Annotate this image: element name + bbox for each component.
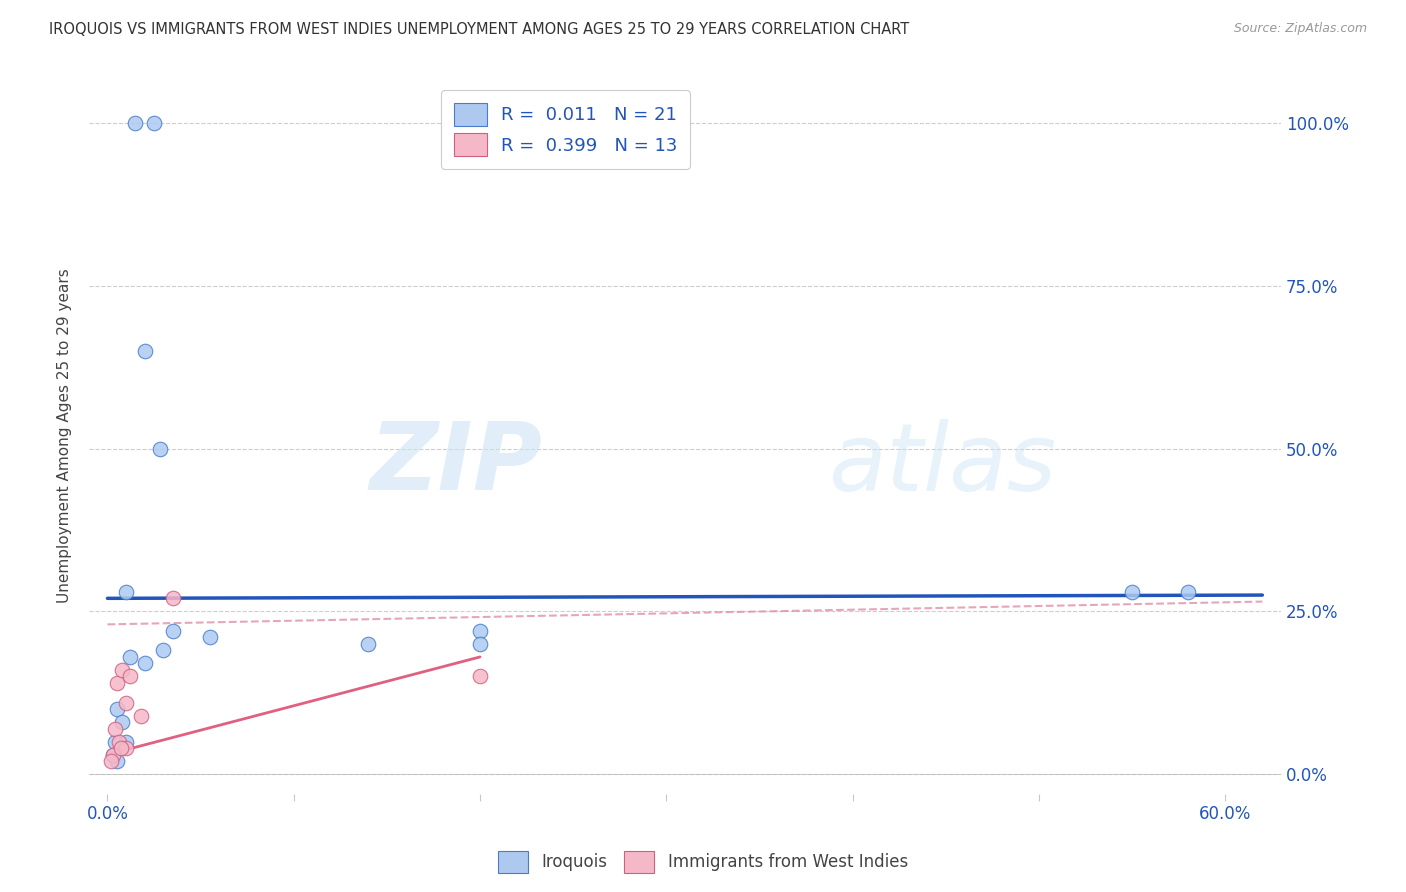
- Point: [105, 676, 128, 690]
- Point: [357, 637, 380, 651]
- Point: [115, 696, 138, 710]
- Point: [105, 702, 128, 716]
- Point: [134, 343, 156, 358]
- Point: [118, 669, 141, 683]
- Point: [1121, 584, 1143, 599]
- Point: [134, 657, 156, 671]
- Legend: R =  0.011   N = 21, R =  0.399   N = 13: R = 0.011 N = 21, R = 0.399 N = 13: [441, 90, 690, 169]
- Legend: Iroquois, Immigrants from West Indies: Iroquois, Immigrants from West Indies: [492, 845, 914, 880]
- Point: [162, 591, 184, 606]
- Point: [143, 116, 166, 130]
- Point: [100, 754, 122, 768]
- Point: [111, 663, 134, 677]
- Text: Source: ZipAtlas.com: Source: ZipAtlas.com: [1233, 22, 1367, 36]
- Point: [115, 734, 138, 748]
- Text: ZIP: ZIP: [368, 418, 541, 510]
- Text: atlas: atlas: [828, 418, 1056, 509]
- Point: [104, 722, 127, 736]
- Point: [468, 624, 491, 638]
- Point: [162, 624, 184, 638]
- Point: [129, 708, 152, 723]
- Y-axis label: Unemployment Among Ages 25 to 29 years: Unemployment Among Ages 25 to 29 years: [58, 268, 72, 603]
- Point: [468, 669, 491, 683]
- Point: [101, 747, 124, 762]
- Point: [118, 649, 141, 664]
- Point: [124, 116, 146, 130]
- Point: [111, 714, 134, 729]
- Point: [149, 442, 172, 456]
- Point: [152, 643, 174, 657]
- Point: [115, 584, 138, 599]
- Point: [107, 734, 129, 748]
- Point: [105, 754, 128, 768]
- Point: [115, 741, 138, 756]
- Point: [110, 741, 132, 756]
- Point: [104, 734, 127, 748]
- Point: [1177, 584, 1199, 599]
- Text: IROQUOIS VS IMMIGRANTS FROM WEST INDIES UNEMPLOYMENT AMONG AGES 25 TO 29 YEARS C: IROQUOIS VS IMMIGRANTS FROM WEST INDIES …: [49, 22, 910, 37]
- Point: [198, 631, 221, 645]
- Point: [468, 637, 491, 651]
- Point: [101, 747, 124, 762]
